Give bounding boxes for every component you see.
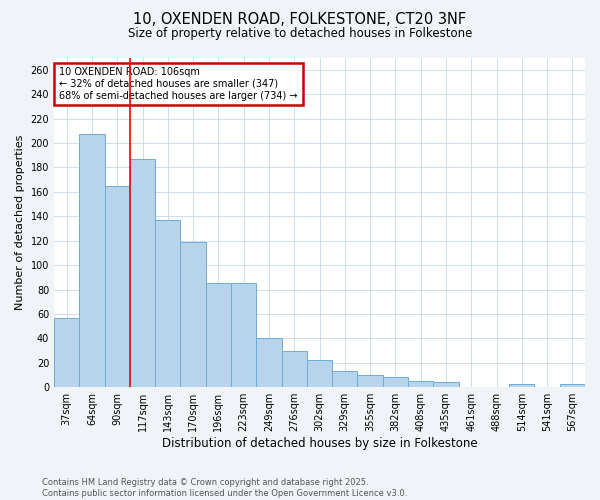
Bar bbox=[231, 284, 256, 387]
Bar bbox=[307, 360, 332, 387]
Bar bbox=[383, 378, 408, 387]
Bar bbox=[54, 318, 79, 387]
Bar bbox=[206, 284, 231, 387]
Text: Size of property relative to detached houses in Folkestone: Size of property relative to detached ho… bbox=[128, 28, 472, 40]
Bar bbox=[79, 134, 104, 387]
Bar bbox=[256, 338, 281, 387]
Bar bbox=[509, 384, 535, 387]
Bar bbox=[433, 382, 458, 387]
Bar bbox=[408, 381, 433, 387]
Bar bbox=[155, 220, 181, 387]
Bar bbox=[560, 384, 585, 387]
Text: 10 OXENDEN ROAD: 106sqm
← 32% of detached houses are smaller (347)
68% of semi-d: 10 OXENDEN ROAD: 106sqm ← 32% of detache… bbox=[59, 68, 298, 100]
Text: 10, OXENDEN ROAD, FOLKESTONE, CT20 3NF: 10, OXENDEN ROAD, FOLKESTONE, CT20 3NF bbox=[133, 12, 467, 28]
Bar bbox=[332, 372, 358, 387]
Bar bbox=[130, 159, 155, 387]
Bar bbox=[281, 350, 307, 387]
X-axis label: Distribution of detached houses by size in Folkestone: Distribution of detached houses by size … bbox=[162, 437, 478, 450]
Text: Contains HM Land Registry data © Crown copyright and database right 2025.
Contai: Contains HM Land Registry data © Crown c… bbox=[42, 478, 407, 498]
Y-axis label: Number of detached properties: Number of detached properties bbox=[15, 134, 25, 310]
Bar bbox=[104, 186, 130, 387]
Bar bbox=[358, 375, 383, 387]
Bar bbox=[181, 242, 206, 387]
